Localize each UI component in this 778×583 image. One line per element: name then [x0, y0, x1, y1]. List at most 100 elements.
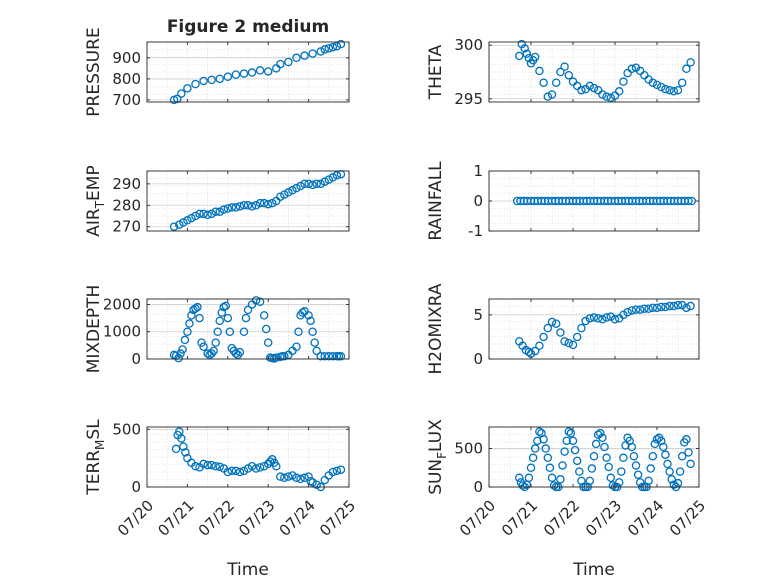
- data-point: [558, 461, 567, 470]
- data-point: [644, 476, 653, 486]
- y-tick-label: 0: [473, 478, 483, 496]
- data-point: [261, 324, 271, 334]
- data-point: [284, 188, 293, 197]
- data-point: [219, 205, 229, 214]
- data-point: [665, 85, 674, 95]
- y-label-part: PRESSURE: [84, 27, 104, 116]
- subplot-theta: 295 300 THETA: [426, 36, 700, 108]
- data-point: [530, 346, 540, 356]
- data-point: [211, 207, 220, 216]
- data-point: [239, 201, 249, 210]
- data-point: [324, 352, 334, 361]
- data-point: [551, 319, 561, 328]
- data-point: [524, 473, 534, 483]
- data-point: [677, 451, 687, 461]
- data-point: [176, 349, 185, 358]
- data-point: [215, 74, 224, 84]
- series-markers: [512, 196, 697, 206]
- data-point: [575, 467, 584, 476]
- y-tick-label: 1000: [103, 323, 141, 341]
- subplot-airtemp: 270 280 290 AIRTEMP: [84, 165, 350, 237]
- data-point: [177, 434, 186, 443]
- data-point: [585, 314, 595, 323]
- y-label-subscript: T: [93, 200, 107, 209]
- y-tick-label: 800: [112, 70, 141, 88]
- data-point: [239, 327, 249, 336]
- data-point: [663, 459, 672, 469]
- data-point: [211, 338, 220, 347]
- data-point: [177, 89, 186, 98]
- data-point: [514, 473, 524, 483]
- y-tick-label: 270: [112, 218, 141, 236]
- data-point: [304, 311, 313, 320]
- data-point: [296, 181, 305, 191]
- data-point: [539, 332, 548, 342]
- data-point: [255, 463, 265, 472]
- data-point: [564, 70, 574, 80]
- data-point: [652, 80, 662, 90]
- data-point: [316, 352, 325, 361]
- data-point: [556, 67, 565, 77]
- data-point: [606, 93, 616, 102]
- data-point: [219, 302, 229, 312]
- y-label-part: AIR: [84, 208, 104, 237]
- data-point: [541, 444, 550, 453]
- data-point: [648, 303, 658, 313]
- data-point: [328, 352, 338, 361]
- y-tick-label: 5: [473, 306, 483, 324]
- data-point: [687, 196, 697, 206]
- data-point: [328, 467, 338, 477]
- data-point: [589, 451, 599, 461]
- y-axis-label: THETA: [426, 44, 446, 100]
- data-point: [304, 179, 313, 189]
- data-point: [225, 327, 235, 336]
- y-tick-label: 700: [112, 91, 141, 109]
- axes-box: [488, 298, 700, 360]
- y-label-part: RAINFALL: [426, 161, 446, 241]
- data-point: [292, 473, 301, 483]
- data-point: [284, 57, 293, 67]
- data-point: [635, 66, 645, 76]
- data-point: [306, 316, 315, 326]
- data-point: [308, 180, 317, 190]
- data-point: [629, 451, 639, 461]
- data-point: [656, 82, 666, 92]
- x-axis-label: Time: [572, 560, 615, 580]
- data-point: [231, 203, 241, 212]
- data-point: [217, 308, 226, 317]
- data-point: [193, 302, 202, 312]
- data-point: [223, 204, 233, 213]
- data-point: [686, 58, 695, 67]
- data-point: [195, 209, 204, 219]
- data-point: [627, 64, 637, 74]
- data-point: [556, 328, 565, 337]
- data-point: [589, 83, 599, 93]
- data-point: [320, 45, 330, 54]
- data-point: [604, 462, 613, 472]
- data-point: [336, 39, 346, 49]
- y-tick-label: 500: [112, 420, 141, 438]
- data-point: [564, 427, 574, 436]
- y-axis-label: PRESSURE: [84, 27, 104, 116]
- data-point: [528, 453, 538, 463]
- data-point: [263, 199, 273, 209]
- data-point: [231, 349, 241, 358]
- y-label-part: SL: [84, 419, 104, 440]
- data-point: [183, 84, 192, 93]
- data-point: [682, 303, 691, 313]
- data-point: [300, 51, 309, 60]
- data-point: [572, 456, 582, 466]
- data-point: [560, 62, 569, 71]
- data-point: [591, 439, 601, 449]
- y-axis-label: SUNFLUX: [426, 419, 449, 495]
- data-point: [203, 210, 212, 220]
- data-point: [619, 77, 628, 86]
- data-point: [272, 353, 281, 362]
- data-point: [209, 346, 218, 356]
- data-point: [191, 461, 200, 471]
- data-point: [231, 466, 241, 476]
- data-point: [280, 352, 289, 361]
- data-point: [682, 435, 691, 444]
- data-point: [602, 92, 611, 101]
